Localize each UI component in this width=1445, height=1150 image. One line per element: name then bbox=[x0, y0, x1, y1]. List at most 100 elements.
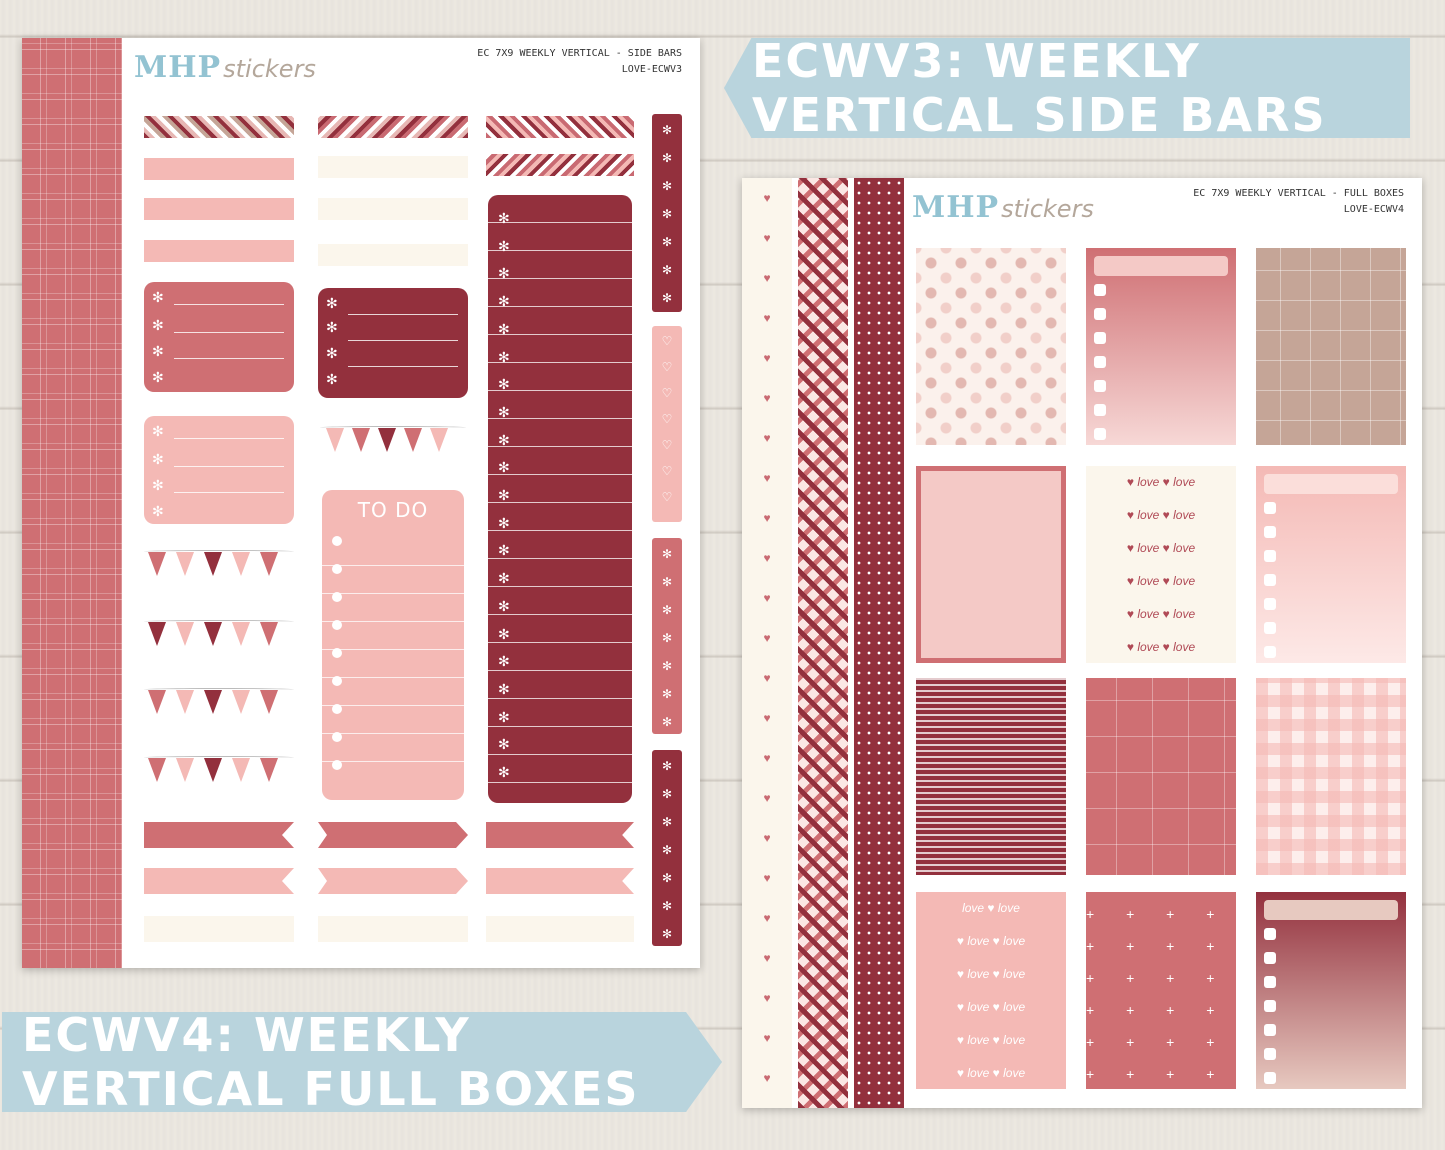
washi-strip-plaid bbox=[486, 154, 634, 176]
tall-checklist-box: ✻ ✻ ✻ ✻ ✻ ✻ ✻ ✻ ✻ ✻ ✻ ✻ ✻ ✻ ✻ ✻ ✻ ✻ ✻ ✻ ✻ bbox=[488, 195, 632, 803]
brand-logo: MHPstickers bbox=[912, 190, 1094, 225]
checkbox-icon bbox=[1094, 356, 1106, 368]
brand-logo: MHPstickers bbox=[134, 50, 316, 85]
washi-strip-plaid bbox=[144, 116, 294, 138]
sheet-title-line2: LOVE-ECWV3 bbox=[621, 64, 682, 75]
sheet-title-line1: EC 7X9 WEEKLY VERTICAL - FULL BOXES bbox=[1193, 188, 1404, 199]
checklist-box-burgundy: ✻ ✻ ✻ ✻ bbox=[318, 288, 468, 398]
washi-strip-hearts bbox=[318, 244, 468, 266]
bunting bbox=[144, 548, 294, 588]
bunting bbox=[144, 754, 294, 794]
flower-icon: ✻ bbox=[152, 423, 164, 439]
washi-strip-cream bbox=[486, 916, 634, 942]
washi-strip-plaid bbox=[318, 116, 468, 138]
checkbox-icon bbox=[1264, 598, 1276, 610]
flower-icon: ✻ bbox=[326, 345, 338, 361]
checkbox-icon bbox=[1094, 308, 1106, 320]
flag-strip-blush bbox=[486, 868, 634, 894]
checkbox-icon bbox=[332, 648, 342, 658]
checkbox-icon bbox=[332, 620, 342, 630]
checkbox-icon bbox=[1264, 1072, 1276, 1084]
washi-strip-love bbox=[144, 240, 294, 262]
checkbox-icon bbox=[332, 760, 342, 770]
washi-strip-hearts bbox=[318, 198, 468, 220]
vertical-flower-bar: ✻ ✻ ✻ ✻ ✻ ✻ ✻ bbox=[652, 114, 682, 312]
flag-strip-blush bbox=[144, 868, 294, 894]
full-box-checklist-rose bbox=[1086, 248, 1236, 445]
bunting-small bbox=[320, 424, 466, 464]
brand-name: MHP bbox=[134, 50, 222, 85]
full-box-crosses: + + + + + + + + + + + + + + + + + + + + … bbox=[1086, 892, 1254, 1089]
full-box-love-script: ♥ love ♥ love ♥ love ♥ love ♥ love ♥ lov… bbox=[1086, 466, 1236, 663]
flower-icon: ✻ bbox=[152, 451, 164, 467]
washi-strip-love bbox=[144, 158, 294, 180]
checkbox-icon bbox=[1264, 646, 1276, 658]
flower-icon: ✻ bbox=[326, 371, 338, 387]
checkbox-icon bbox=[332, 704, 342, 714]
full-box-checklist-blush bbox=[1256, 466, 1406, 663]
full-box-basketweave bbox=[916, 678, 1066, 875]
banner-text: ECWV4: WEEKLY VERTICAL FULL BOXES bbox=[22, 1008, 640, 1116]
bunting bbox=[144, 686, 294, 726]
checkbox-icon bbox=[1094, 428, 1106, 440]
flower-icon-column: ✻ ✻ ✻ ✻ ✻ ✻ ✻ ✻ ✻ ✻ ✻ ✻ ✻ ✻ ✻ ✻ ✻ ✻ ✻ ✻ ✻ bbox=[498, 210, 510, 781]
checkbox-icon bbox=[1094, 284, 1106, 296]
checkbox-icon bbox=[1094, 404, 1106, 416]
flag-strip-blush bbox=[318, 868, 468, 894]
strip-plaid bbox=[798, 178, 848, 1108]
flower-icon: ✻ bbox=[152, 343, 164, 359]
vertical-flower-bar: ✻ ✻ ✻ ✻ ✻ ✻ ✻ bbox=[652, 538, 682, 734]
checkbox-icon bbox=[1264, 622, 1276, 634]
vertical-heart-bar: ♡ ♡ ♡ ♡ ♡ ♡ ♡ bbox=[652, 326, 682, 522]
washi-strip-plaid bbox=[486, 116, 634, 138]
checkbox-icon bbox=[1094, 380, 1106, 392]
checkbox-icon bbox=[1264, 574, 1276, 586]
flower-icon: ✻ bbox=[152, 369, 164, 385]
checkbox-icon bbox=[1094, 332, 1106, 344]
washi-strip-love bbox=[144, 198, 294, 220]
checkbox-icon bbox=[332, 732, 342, 742]
banner-weekly-vertical-side-bars: ECWV3: WEEKLY VERTICAL SIDE BARS bbox=[724, 38, 1410, 138]
banner-weekly-vertical-full-boxes: ECWV4: WEEKLY VERTICAL FULL BOXES bbox=[2, 1012, 722, 1112]
full-box-gingham bbox=[1256, 678, 1406, 875]
full-box-framed-plaid bbox=[916, 466, 1066, 663]
checkbox-icon bbox=[332, 564, 342, 574]
full-box-plaid-taupe bbox=[1256, 248, 1406, 445]
checkbox-icon bbox=[1264, 1024, 1276, 1036]
sheet-title: EC 7X9 WEEKLY VERTICAL - FULL BOXES LOVE… bbox=[1193, 186, 1404, 218]
todo-label: TO DO bbox=[357, 498, 429, 522]
checkbox-icon bbox=[1264, 1048, 1276, 1060]
washi-strip-cream bbox=[318, 916, 468, 942]
brand-name: MHP bbox=[912, 190, 1000, 225]
checkbox-icon bbox=[1264, 952, 1276, 964]
full-box-love-blush: love ♥ love ♥ love ♥ love ♥ love ♥ love … bbox=[916, 892, 1066, 1089]
checkbox-icon bbox=[1264, 526, 1276, 538]
full-box-dots bbox=[916, 248, 1066, 445]
checkbox-icon bbox=[1264, 502, 1276, 514]
sticker-sheet-full-boxes: ♥ ♥ ♥ ♥ ♥ ♥ ♥ ♥ ♥ ♥ ♥ ♥ ♥ ♥ ♥ ♥ ♥ ♥ ♥ ♥ … bbox=[742, 178, 1422, 1108]
flower-icon: ✻ bbox=[152, 477, 164, 493]
full-box-checklist-burgundy bbox=[1256, 892, 1406, 1089]
full-box-plaid-rose bbox=[1086, 678, 1236, 875]
todo-box: TO DO bbox=[322, 490, 464, 800]
flower-icon: ✻ bbox=[152, 317, 164, 333]
sheet-title: EC 7X9 WEEKLY VERTICAL - SIDE BARS LOVE-… bbox=[477, 46, 682, 78]
washi-strip-hearts bbox=[318, 156, 468, 178]
flag-strip-rose bbox=[318, 822, 468, 848]
checkbox-icon bbox=[332, 592, 342, 602]
checkbox-icon bbox=[332, 536, 342, 546]
flower-icon: ✻ bbox=[326, 295, 338, 311]
brand-suffix: stickers bbox=[1001, 195, 1094, 223]
checkbox-icon bbox=[1264, 1000, 1276, 1012]
checklist-box-rose: ✻ ✻ ✻ ✻ bbox=[144, 282, 294, 392]
checkbox-icon bbox=[1264, 550, 1276, 562]
flag-strip-rose bbox=[144, 822, 294, 848]
checklist-box-blush: ✻ ✻ ✻ ✻ bbox=[144, 416, 294, 524]
sticker-sheet-side-bars: MHPstickers EC 7X9 WEEKLY VERTICAL - SID… bbox=[22, 38, 700, 968]
sheet-title-line1: EC 7X9 WEEKLY VERTICAL - SIDE BARS bbox=[477, 48, 682, 59]
brand-suffix: stickers bbox=[223, 55, 316, 83]
washi-strip-cream bbox=[144, 916, 294, 942]
plaid-side-strip bbox=[22, 38, 122, 968]
vertical-flower-bar: ✻ ✻ ✻ ✻ ✻ ✻ ✻ bbox=[652, 750, 682, 946]
strip-hearts-cream: ♥ ♥ ♥ ♥ ♥ ♥ ♥ ♥ ♥ ♥ ♥ ♥ ♥ ♥ ♥ ♥ ♥ ♥ ♥ ♥ … bbox=[742, 178, 792, 1108]
